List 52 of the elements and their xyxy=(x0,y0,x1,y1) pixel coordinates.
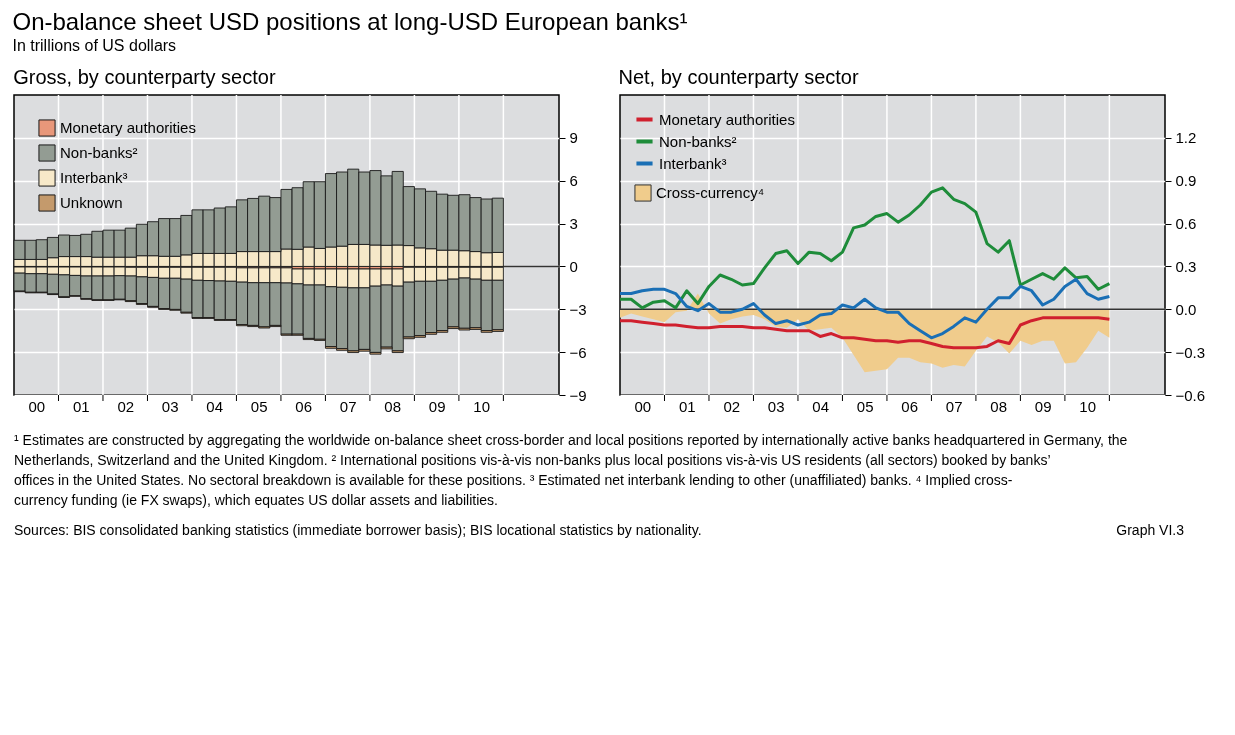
text: Graph VI.3 xyxy=(1116,522,1185,538)
legend-label: Monetary authorities xyxy=(659,110,795,128)
x-tick-label: 00 xyxy=(634,397,652,415)
x-tick-label: 02 xyxy=(117,397,135,415)
legend-label: Interbank³ xyxy=(659,154,727,172)
x-tick-label: 00 xyxy=(28,397,46,415)
legend-label: Non-banks² xyxy=(60,144,138,161)
y-tick-label: 0.6 xyxy=(1175,215,1197,233)
x-tick-label: 09 xyxy=(428,397,446,415)
text: In trillions of US dollars xyxy=(12,36,177,54)
legend-label: Interbank³ xyxy=(60,169,128,186)
y-tick-label: −0.6 xyxy=(1175,386,1206,404)
text: currency funding (ie FX swaps), which equates US dollar assets and liabilities. xyxy=(14,492,499,508)
x-tick-label: 02 xyxy=(723,397,741,415)
text: offices in the United States. No sectoral breakdown is available for these positions. ³ Estimated net interbank lending to other (unaffiliated) banks. ⁴ Implied cross- xyxy=(14,472,1013,488)
x-tick-label: 06 xyxy=(901,397,919,415)
y-tick-label: 1.2 xyxy=(1175,129,1197,147)
x-tick-label: 10 xyxy=(473,397,490,415)
y-tick-label: −3 xyxy=(569,300,587,318)
legend-label: Unknown xyxy=(60,194,123,211)
y-tick-label: −9 xyxy=(569,386,587,404)
x-tick-label: 03 xyxy=(161,397,179,415)
y-tick-label: 3 xyxy=(569,215,578,233)
x-tick-label: 05 xyxy=(250,397,268,415)
y-tick-label: −0.3 xyxy=(1175,343,1206,361)
x-tick-label: 07 xyxy=(339,397,357,415)
x-tick-label: 04 xyxy=(812,397,830,415)
x-tick-label: 07 xyxy=(945,397,963,415)
x-tick-label: 04 xyxy=(206,397,224,415)
y-tick-label: 6 xyxy=(569,172,578,190)
x-tick-label: 01 xyxy=(678,397,696,415)
chart-title: Net, by counterparty sector xyxy=(618,66,859,89)
x-tick-label: 05 xyxy=(856,397,874,415)
legend-label: Non-banks² xyxy=(659,132,737,150)
text: On-balance sheet USD positions at long-USD European banks¹ xyxy=(12,7,688,35)
y-tick-label: 0.9 xyxy=(1175,172,1197,190)
y-tick-label: 0.3 xyxy=(1175,257,1197,275)
x-tick-label: 10 xyxy=(1079,397,1096,415)
x-tick-label: 06 xyxy=(295,397,313,415)
chart-title: Gross, by counterparty sector xyxy=(13,66,276,89)
x-tick-label: 01 xyxy=(72,397,90,415)
y-tick-label: −6 xyxy=(569,343,587,361)
x-tick-label: 08 xyxy=(990,397,1008,415)
x-tick-label: 09 xyxy=(1034,397,1052,415)
source-note: Sources: BIS consolidated banking statistics (immediate borrower basis); BIS locational statistics by nationality. xyxy=(14,522,702,538)
legend-label: Cross-currency⁴ xyxy=(656,184,765,201)
x-tick-label: 08 xyxy=(384,397,402,415)
legend-label: Monetary authorities xyxy=(60,119,196,136)
y-tick-label: 9 xyxy=(569,129,578,147)
x-tick-label: 03 xyxy=(767,397,785,415)
y-tick-label: 0.0 xyxy=(1175,300,1197,318)
y-tick-label: 0 xyxy=(569,257,578,275)
